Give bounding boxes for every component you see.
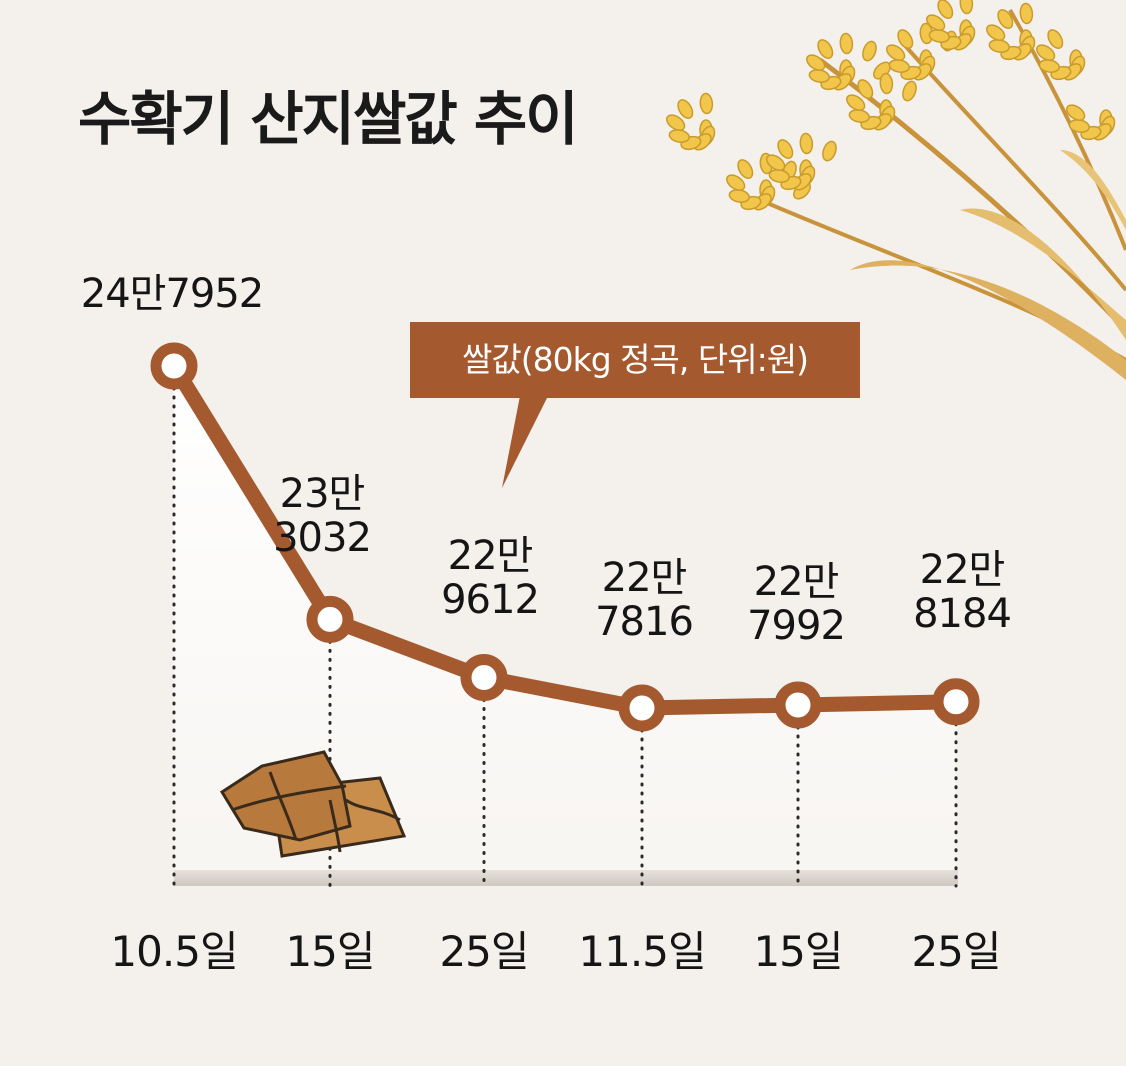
data-label-line: 22만 — [447, 533, 534, 579]
data-label-line: 24만7952 — [80, 271, 265, 317]
rice-grain — [959, 0, 974, 15]
x-tick-label: 15일 — [753, 927, 843, 976]
rice-grain — [666, 114, 686, 131]
x-tick-label: 25일 — [439, 927, 529, 976]
data-label: 22만 7816 — [524, 556, 764, 644]
rice-grain — [777, 139, 794, 159]
rice-grain — [806, 54, 826, 71]
data-point-marker — [306, 595, 354, 643]
rice-grain — [879, 72, 894, 95]
data-label: 22만 7992 — [676, 560, 916, 648]
rice-sack-illustration — [219, 750, 407, 858]
rice-grain — [839, 32, 854, 55]
rice-grain — [897, 29, 914, 49]
data-label-line: 22만 — [601, 555, 688, 601]
rice-grain — [1066, 104, 1086, 121]
rice-grain — [937, 0, 954, 19]
rice-grain — [886, 44, 906, 61]
data-label-line: 22만 — [753, 559, 840, 605]
data-label: 22만 9612 — [370, 534, 610, 622]
rice-grain — [926, 14, 946, 31]
data-point-marker — [774, 681, 822, 729]
data-label-line: 3032 — [273, 515, 372, 561]
unit-label-box: 쌀값(80kg 정곡, 단위:원) — [410, 322, 860, 398]
rice-grain — [1047, 29, 1064, 49]
data-label-line: 7816 — [595, 599, 694, 645]
data-label-line: 22만 — [919, 547, 1006, 593]
rice-grain — [766, 154, 786, 171]
rice-grain — [997, 9, 1014, 29]
data-label: 23만 3032 — [202, 472, 442, 560]
series-line — [166, 358, 964, 716]
x-tick-label: 15일 — [285, 927, 375, 976]
rice-grain — [1019, 2, 1034, 25]
rice-grain — [799, 132, 814, 155]
data-point-marker — [618, 684, 666, 732]
rice-grain — [737, 159, 754, 179]
data-label-line: 23만 — [279, 471, 366, 517]
data-label: 22만 8184 — [842, 548, 1082, 636]
rice-grain — [986, 24, 1006, 41]
rice-grain — [1036, 44, 1056, 61]
x-tick-label: 11.5일 — [578, 927, 706, 976]
rice-grain — [822, 140, 837, 162]
data-point-marker — [460, 653, 508, 701]
rice-stalk-illustration — [666, 0, 1126, 380]
data-label-line: 9612 — [441, 577, 540, 623]
data-point-marker — [150, 342, 198, 390]
x-tick-label: 10.5일 — [110, 927, 238, 976]
data-label-line: 7992 — [747, 603, 846, 649]
rice-grain — [862, 40, 877, 62]
data-label-line: 8184 — [913, 591, 1012, 637]
rice-grain — [902, 80, 917, 102]
rice-grain — [726, 174, 746, 191]
data-point-marker — [932, 678, 980, 726]
x-tick-label: 25일 — [911, 927, 1001, 976]
area-under-line — [174, 366, 956, 878]
chart-title: 수확기 산지쌀값 추이 — [78, 85, 579, 153]
data-label: 24만7952 — [52, 272, 292, 316]
rice-grain — [857, 79, 874, 99]
rice-grain — [677, 99, 694, 119]
rice-grain — [817, 39, 834, 59]
rice-grain — [699, 92, 714, 115]
rice-grain — [846, 94, 866, 111]
chart-baseline — [174, 870, 958, 886]
